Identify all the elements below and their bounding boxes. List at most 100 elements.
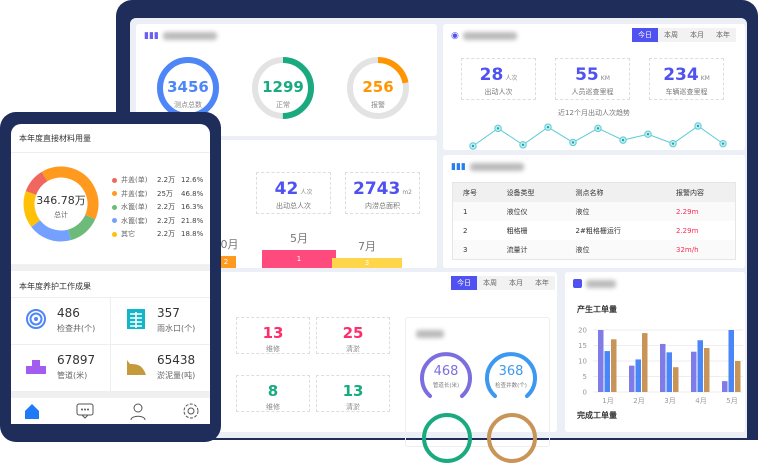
column-header: 测点名称 [565,183,666,202]
settings-icon [183,403,199,419]
panel-title-blurred [586,279,616,288]
stat-label: 人员巡查里程 [571,88,614,96]
trend-point-center [671,142,675,145]
tab-0[interactable]: 今日 [451,276,477,290]
trend-point-center [571,141,575,144]
stat-unit: 人次 [505,75,518,82]
bar [635,359,641,392]
ranking-bar: 7月 3 [332,240,402,268]
bar [691,351,697,392]
phone-screen: 本年度直接材料用量 346.78万 总计 本年度养护工作成果 井盖(单) 2.2万… [11,124,210,424]
message-nav-button[interactable] [60,401,110,424]
table-cell: 2#粗格栅运行 [575,226,621,235]
trend-point-center [721,142,725,145]
gauge-partial [422,413,472,463]
legend-name: 其它 [121,230,135,238]
gauge: 368 检查井数(个) [483,350,539,406]
table-cell: 流量计 [496,240,566,259]
gauge-partial [487,413,537,463]
legend-item: 水篦(套) 2.2万 21.8% [112,216,203,226]
bar [722,381,728,392]
legend-dot [112,231,117,237]
tab-1[interactable]: 本周 [658,28,684,42]
ranking-rank: 3 [332,258,402,268]
ring-value: 1299 [262,78,304,96]
column-header: 序号 [453,183,497,202]
ring-label: 报警 [371,101,385,109]
materials-title: 本年度直接材料用量 [19,134,91,143]
stat-unit: KM [700,75,710,82]
column-header: 设备类型 [496,183,566,202]
legend-dot [112,191,117,196]
bar [642,333,648,392]
ring-value: 3456 [167,78,209,96]
results-title: 本年度养护工作成果 [19,282,91,291]
stat-value: 13 [342,382,364,400]
ring-2: 256 报警 [346,56,410,120]
bar [604,351,610,392]
y-tick-label: 20 [578,327,587,335]
tab-3[interactable]: 本年 [529,276,555,290]
ring-1: 1299 正常 [251,56,315,120]
trend-point-center [596,127,600,130]
table-cell: 粗格栅 [506,226,528,235]
x-tick-label: 2月 [633,397,644,405]
ranking-rank: 1 [262,250,336,268]
legend-item: 水篦(单) 2.2万 16.3% [112,202,203,212]
stat-unit: KM [600,75,610,82]
realtime-data-panel: ▮▮▮ 序号 设备类型 测点名称 报警内容 1 液位仪 液位 2.29m 2 粗格栅 2#粗格栅运行… [443,155,745,268]
trend-point-center [546,125,550,129]
dredging-results-card: 468 管道长(米) 368 检查井数(个) [405,317,550,463]
result-value: 357 [157,306,180,320]
bar [598,330,604,392]
tab-3[interactable]: 本年 [710,28,736,42]
trend-point-center [621,138,625,142]
maintenance-stat: 25 清淤 [316,317,390,354]
tab-1[interactable]: 本周 [477,276,503,290]
legend-amount: 2.2万 [157,216,176,225]
legend-pct: 16.3% [181,203,204,211]
result-cell: 486 检查井(个) [11,298,110,345]
patrol-stat: 28 人次 出动人次 [461,58,536,100]
patrol-stat: 55 KM 人员巡查里程 [555,58,630,100]
panel-title-blurred [162,32,217,40]
completed-chart-title: 完成工单量 [577,411,617,420]
result-label: 雨水口(个) [157,324,196,333]
table-row: 1 液位仪 液位 2.29m [453,202,735,221]
gauge: 468 管道长(米) [418,350,474,406]
stat-unit: 人次 [300,189,313,196]
result-value: 67897 [57,353,96,367]
donut-label: 总计 [54,211,68,219]
message-icon [76,403,94,419]
chart-title: 产生工单量 [577,305,617,314]
flood-stat: 42 人次 出动总人次 [256,172,331,214]
user-nav-button[interactable] [113,401,163,424]
stat-value: 42 [274,179,299,199]
legend-amount: 2.2万 [157,203,176,211]
table-cell: 32m/h [665,240,735,259]
x-tick-label: 1月 [602,397,613,405]
bar [704,347,710,392]
donut-slice [23,166,99,242]
table-cell: 2.29m [675,226,699,235]
table-cell: 2 [463,226,468,235]
home-nav-button[interactable] [11,401,57,424]
stat-value: 2743 [353,179,401,199]
ring-label: 正常 [276,101,290,109]
y-tick-label: 15 [578,342,587,350]
x-tick-label: 4月 [695,397,706,405]
tab-2[interactable]: 本月 [503,276,529,290]
ring-0: 3456 测点总数 [156,56,220,120]
trend-point-center [646,133,650,136]
legend-name: 井盖(单) [121,176,148,184]
table-cell: 1 [453,202,497,221]
pipe-icon [26,356,46,380]
tab-2[interactable]: 本月 [684,28,710,42]
settings-nav-button[interactable] [166,401,210,424]
bar [611,339,617,392]
legend-name: 井盖(套) [121,189,148,198]
stat-value: 28 [479,65,504,85]
table-row: 2 粗格栅 2#粗格栅运行 2.29m [453,221,735,240]
tab-0[interactable]: 今日 [632,28,658,42]
bar [666,352,672,392]
